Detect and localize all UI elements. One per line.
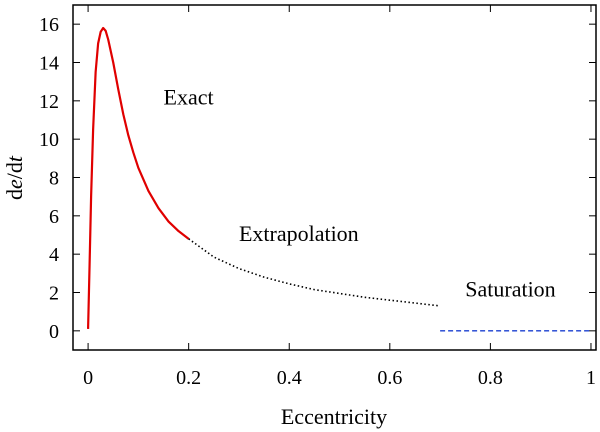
y-tick-label: 12 <box>39 91 59 113</box>
series-extrapolation-line <box>188 238 441 307</box>
y-axis-title: de/dt <box>2 155 27 200</box>
y-tick-label: 2 <box>49 283 59 305</box>
y-label-part: d <box>2 189 27 200</box>
x-tick-label: 1 <box>586 367 596 389</box>
y-tick-label: 8 <box>49 168 59 190</box>
annotation-exact: Exact <box>164 85 214 110</box>
x-tick-label: 0.2 <box>176 367 201 389</box>
x-tick-label: 0 <box>83 367 93 389</box>
y-label-part: /d <box>2 162 27 179</box>
y-tick-label: 16 <box>39 14 59 36</box>
x-tick-label: 0.4 <box>277 367 302 389</box>
x-tick-label: 0.8 <box>478 367 503 389</box>
y-tick-label: 6 <box>49 206 59 228</box>
y-tick-label: 14 <box>39 53 59 75</box>
annotation-extrapolation: Extrapolation <box>239 221 359 246</box>
annotation-saturation: Saturation <box>465 276 555 301</box>
x-tick-label: 0.6 <box>377 367 402 389</box>
y-tick-label: 10 <box>39 129 59 151</box>
annotations: Exact Extrapolation Saturation <box>164 85 556 302</box>
y-tick-label: 4 <box>49 244 59 266</box>
x-axis: 0 0.2 0.4 0.6 0.8 1 <box>83 5 596 389</box>
series-exact-line <box>86 26 190 329</box>
series-group <box>86 26 591 332</box>
x-axis-title: Eccentricity <box>281 404 387 429</box>
y-label-part: e <box>2 179 27 189</box>
y-tick-label: 0 <box>49 321 59 343</box>
y-label-part: t <box>2 155 27 162</box>
y-axis: 0 2 4 6 8 10 12 14 16 <box>39 14 596 343</box>
